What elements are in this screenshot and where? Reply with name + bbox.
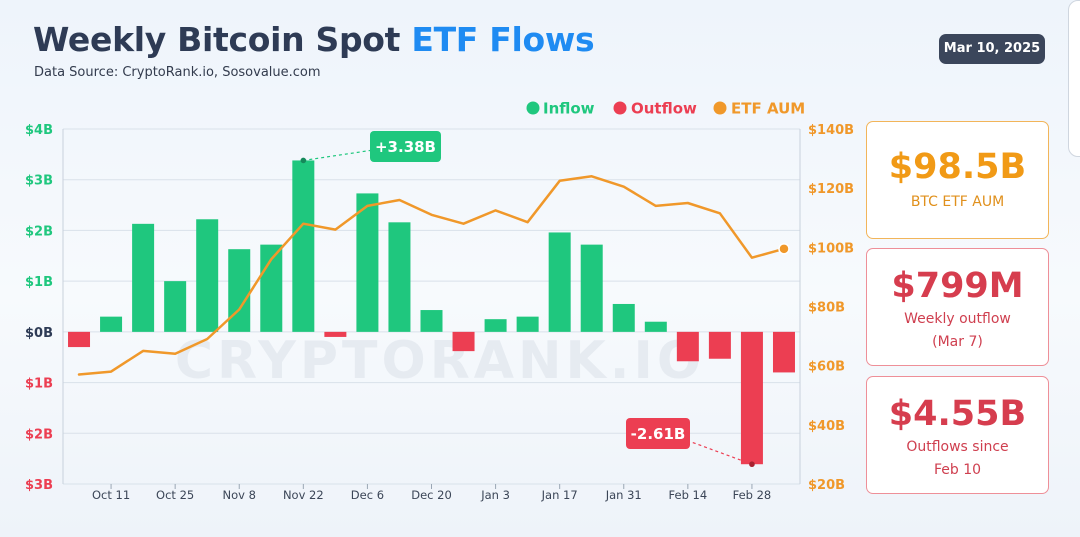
legend: Inflow Outflow ETF AUM	[526, 100, 805, 118]
edge-scroll-handle[interactable]	[1068, 0, 1080, 157]
title-accent: ETF Flows	[411, 20, 595, 59]
title-main: Weekly Bitcoin Spot	[33, 20, 401, 59]
page-title: Weekly Bitcoin Spot ETF Flows	[33, 20, 595, 59]
legend-inflow-label: Inflow	[543, 100, 595, 118]
outflow-bar	[676, 331, 699, 362]
left-tick-label: $1B	[25, 377, 53, 392]
right-tick-label: $120B	[808, 182, 854, 197]
weekly-outflow-label: Weekly outflow	[904, 311, 1011, 327]
aum-line	[77, 175, 790, 376]
x-axis: Oct 11 Oct 25 Nov 8 Nov 22 Dec 6 Dec 20 Jan 3 J…	[92, 484, 771, 502]
left-tick-label: $3B	[25, 478, 53, 493]
annotations: +3.38B -2.61B	[300, 131, 755, 468]
aum-value: $98.5B	[888, 147, 1027, 187]
right-tick-label: $140B	[808, 123, 854, 138]
right-tick-label: $40B	[808, 419, 845, 434]
right-tick-label: $20B	[808, 478, 845, 493]
outflows-since-date: Feb 10	[933, 462, 982, 478]
x-tick-label: Oct 25	[156, 488, 194, 502]
inflow-bar	[292, 160, 315, 332]
x-tick-label: Feb 28	[733, 488, 772, 502]
annotation-point	[749, 461, 755, 468]
inflow-bar	[164, 281, 187, 332]
inflow-bar	[580, 244, 603, 332]
x-tick-label: Oct 11	[92, 488, 130, 502]
right-axis: $20B $40B $60B $80B $100B $120B $140B	[808, 123, 854, 493]
inflow-bar	[132, 223, 155, 332]
annotation-point	[300, 157, 307, 164]
right-tick-label: $60B	[808, 360, 845, 375]
x-tick-label: Jan 3	[480, 488, 510, 502]
legend-aum-label: ETF AUM	[731, 100, 805, 118]
flows-chart: CRYPTORANK.IO $3B $2B $1B $0B $1B $2B $3B $4B $…	[25, 100, 854, 503]
outflow-bar	[708, 331, 731, 359]
legend-aum-swatch	[713, 101, 727, 115]
data-source: Data Source: CryptoRank.io, Sosovalue.co…	[34, 65, 321, 80]
weekly-outflow-value: $799M	[891, 266, 1024, 306]
outflows-since-card: $4.55B Outflows since Feb 10	[866, 376, 1049, 494]
right-tick-label: $100B	[808, 241, 854, 256]
legend-inflow-swatch	[526, 101, 540, 115]
annotation-leader	[689, 440, 753, 465]
x-tick-label: Nov 8	[223, 488, 256, 502]
outflow-bar	[324, 331, 347, 337]
flow-bars	[68, 160, 795, 465]
left-axis: $3B $2B $1B $0B $1B $2B $3B $4B	[25, 123, 53, 493]
outflow-bar	[68, 331, 91, 348]
outflow-bar	[772, 331, 795, 373]
aum-last-point	[778, 243, 790, 255]
date-badge: Mar 10, 2025	[939, 34, 1045, 64]
annotation-label: +3.38B	[375, 138, 436, 156]
outflows-since-label: Outflows since	[906, 439, 1009, 455]
x-tick-label: Dec 20	[411, 488, 452, 502]
x-tick-label: Jan 31	[605, 488, 642, 502]
legend-outflow-label: Outflow	[631, 100, 697, 118]
annotation-label: -2.61B	[631, 425, 686, 443]
x-tick-label: Nov 22	[283, 488, 324, 502]
x-tick-label: Jan 17	[541, 488, 578, 502]
outflow-bar	[740, 331, 763, 465]
weekly-outflow-date: (Mar 7)	[932, 334, 983, 350]
inflow-bar	[644, 321, 667, 332]
left-tick-label: $2B	[25, 224, 53, 239]
right-tick-label: $80B	[808, 301, 845, 316]
legend-outflow-swatch	[613, 101, 627, 115]
outflows-since-value: $4.55B	[888, 394, 1027, 434]
inflow-bar	[228, 249, 251, 332]
inflow-bar	[484, 319, 507, 332]
x-tick-label: Feb 14	[669, 488, 708, 502]
outflow-bar	[452, 331, 475, 352]
inflow-bar	[100, 316, 123, 332]
x-tick-label: Dec 6	[351, 488, 384, 502]
annotation-box	[626, 418, 690, 449]
left-tick-label: $0B	[25, 326, 53, 341]
left-tick-label: $4B	[25, 123, 53, 138]
inflow-bar	[356, 193, 379, 332]
left-tick-label: $1B	[25, 275, 53, 290]
left-tick-label: $3B	[25, 174, 53, 189]
annotation-box	[370, 131, 441, 162]
weekly-outflow-card: $799M Weekly outflow (Mar 7)	[866, 248, 1049, 366]
inflow-bar	[388, 222, 411, 332]
aum-series-line	[77, 175, 786, 376]
inflow-bar	[516, 316, 539, 332]
inflow-bar	[420, 310, 443, 332]
left-tick-label: $2B	[25, 427, 53, 442]
grid-lines	[62, 128, 801, 485]
aum-card: $98.5B BTC ETF AUM	[866, 121, 1049, 239]
inflow-bar	[548, 232, 571, 332]
inflow-bar	[612, 303, 635, 332]
aum-label: BTC ETF AUM	[910, 194, 1005, 210]
inflow-bar	[196, 219, 219, 332]
watermark-text: CRYPTORANK.IO	[175, 331, 705, 391]
annotation-leader	[303, 149, 371, 162]
